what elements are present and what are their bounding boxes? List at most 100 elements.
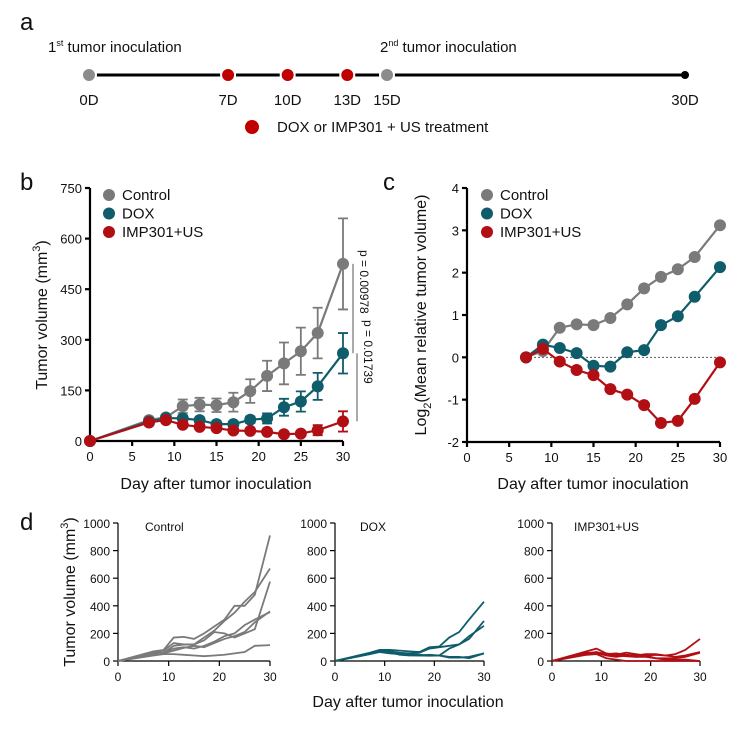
d-imp301-us-individual-line (551, 638, 701, 662)
c-control-point (604, 311, 617, 324)
timeline-point-30D (681, 71, 689, 79)
b-control-legend-label: Control (122, 187, 170, 204)
d-dox-y-tick-label: 1000 (300, 517, 327, 531)
timeline-label-13D: 13D (334, 92, 362, 109)
b-imp301-us-point (227, 424, 240, 437)
d-control-y-tick-label: 0 (103, 655, 110, 669)
b-imp301-us-point (193, 420, 206, 433)
d-imp301-us-x-tick-label: 0 (549, 670, 556, 684)
c-imp301-us-point (536, 342, 549, 355)
c-x-tick-label: 30 (713, 450, 727, 465)
d-imp301-us-individual-line (551, 651, 701, 662)
d-x-axis-label: Day after tumor inoculation (312, 694, 503, 711)
c-imp301-us-legend-marker (481, 226, 493, 238)
d-dox-y-tick-label: 200 (307, 627, 327, 641)
d-y-axis-label: Tumor volume (mm3) (59, 517, 79, 667)
c-control-point (587, 319, 600, 332)
timeline-label-7D: 7D (218, 92, 237, 109)
d-control-x-tick-label: 30 (263, 670, 277, 684)
b-y-tick-label: 450 (60, 282, 82, 297)
b-y-tick-label: 150 (60, 383, 82, 398)
c-dox-point (714, 261, 726, 274)
b-imp301-us-point (84, 435, 96, 447)
b-x-tick-label: 20 (251, 449, 265, 464)
d-imp301-title: IMP301+US (574, 520, 639, 534)
b-dox-point (337, 347, 349, 360)
d-imp301-us-y-tick-label: 600 (524, 572, 544, 586)
c-dox-point (553, 342, 566, 355)
d-imp301-us-y-tick-label: 200 (524, 627, 544, 641)
treatment-legend-label: DOX or IMP301 + US treatment (277, 119, 489, 136)
b-x-tick-label: 0 (86, 449, 93, 464)
c-imp301-us-point (688, 392, 701, 405)
d-imp301-us-y-tick-label: 400 (524, 600, 544, 614)
c-control-point (638, 282, 651, 295)
b-control-point (261, 369, 274, 382)
c-y-tick-label: 4 (452, 181, 459, 196)
d-dox-x-tick-label: 0 (332, 670, 339, 684)
b-control-point (210, 399, 223, 412)
c-dox-point (604, 360, 617, 373)
c-control-point (714, 219, 726, 232)
timeline-point-13D (339, 67, 356, 83)
b-imp301-us-point (244, 424, 257, 437)
b-dox-point (277, 401, 290, 414)
treatment-legend-marker (245, 120, 259, 134)
b-y-tick-label: 750 (60, 181, 82, 196)
timeline-point-10D (279, 67, 296, 83)
c-imp301-us-point (604, 383, 617, 396)
d-control-y-tick-label: 400 (90, 600, 110, 614)
b-control-point (193, 398, 206, 411)
b-imp301-us-point (143, 416, 156, 429)
c-dox-point (671, 310, 684, 323)
d-control-individual-line (117, 610, 271, 662)
c-imp301-us-point (654, 416, 667, 429)
c-dox-point (654, 319, 667, 332)
timeline-point-7D (220, 67, 237, 83)
b-dox-legend-label: DOX (122, 206, 155, 223)
c-x-axis-label: Day after tumor inoculation (497, 476, 688, 493)
b-y-tick-label: 600 (60, 232, 82, 247)
d-dox-x-tick-label: 20 (428, 670, 442, 684)
c-x-tick-label: 25 (671, 450, 685, 465)
c-y-tick-label: 2 (452, 266, 459, 281)
d-dox-y-tick-label: 400 (307, 600, 327, 614)
b-control-point (277, 357, 290, 370)
b-x-tick-label: 15 (209, 449, 223, 464)
b-y-tick-label: 300 (60, 333, 82, 348)
p-value-control-dox: p = 0.00978 (357, 250, 371, 314)
b-y-tick-label: 0 (75, 434, 82, 449)
c-x-tick-label: 15 (586, 450, 600, 465)
c-y-tick-label: 0 (452, 350, 459, 365)
timeline-point-15D (379, 67, 395, 83)
c-y-tick-label: -1 (447, 393, 459, 408)
c-dox-point (570, 347, 583, 360)
d-imp301-us-x-tick-label: 30 (693, 670, 707, 684)
timeline-label-10D: 10D (274, 92, 302, 109)
timeline-label-30D: 30D (671, 92, 699, 109)
c-imp301-us-point (553, 355, 566, 368)
d-dox-y-tick-label: 800 (307, 545, 327, 559)
b-dox-point (261, 412, 274, 425)
b-x-tick-label: 25 (294, 449, 308, 464)
panel-label-c: c (383, 169, 395, 196)
c-y-tick-label: 3 (452, 223, 459, 238)
c-y-axis-label: Log2(Mean relative tumor volume) (413, 195, 434, 436)
d-dox-x-tick-label: 10 (378, 670, 392, 684)
c-control-point (553, 321, 566, 334)
c-control-point (654, 270, 667, 283)
d-control-title: Control (145, 520, 184, 534)
c-x-tick-label: 0 (463, 450, 470, 465)
b-imp301-us-point (277, 428, 290, 441)
b-dox-point (311, 380, 324, 393)
d-imp301-us-individual-line (551, 653, 700, 662)
c-control-line (525, 224, 721, 359)
d-imp301-us-y-tick-label: 0 (537, 655, 544, 669)
panel-label-d: d (20, 509, 33, 536)
c-control-point (688, 251, 701, 264)
p-value-dox-imp301: p = 0.01739 (361, 320, 375, 384)
b-imp301-us-legend-label: IMP301+US (122, 224, 203, 241)
b-control-point (294, 345, 307, 358)
c-dox-point (587, 359, 600, 372)
timeline-label-15D: 15D (373, 92, 401, 109)
